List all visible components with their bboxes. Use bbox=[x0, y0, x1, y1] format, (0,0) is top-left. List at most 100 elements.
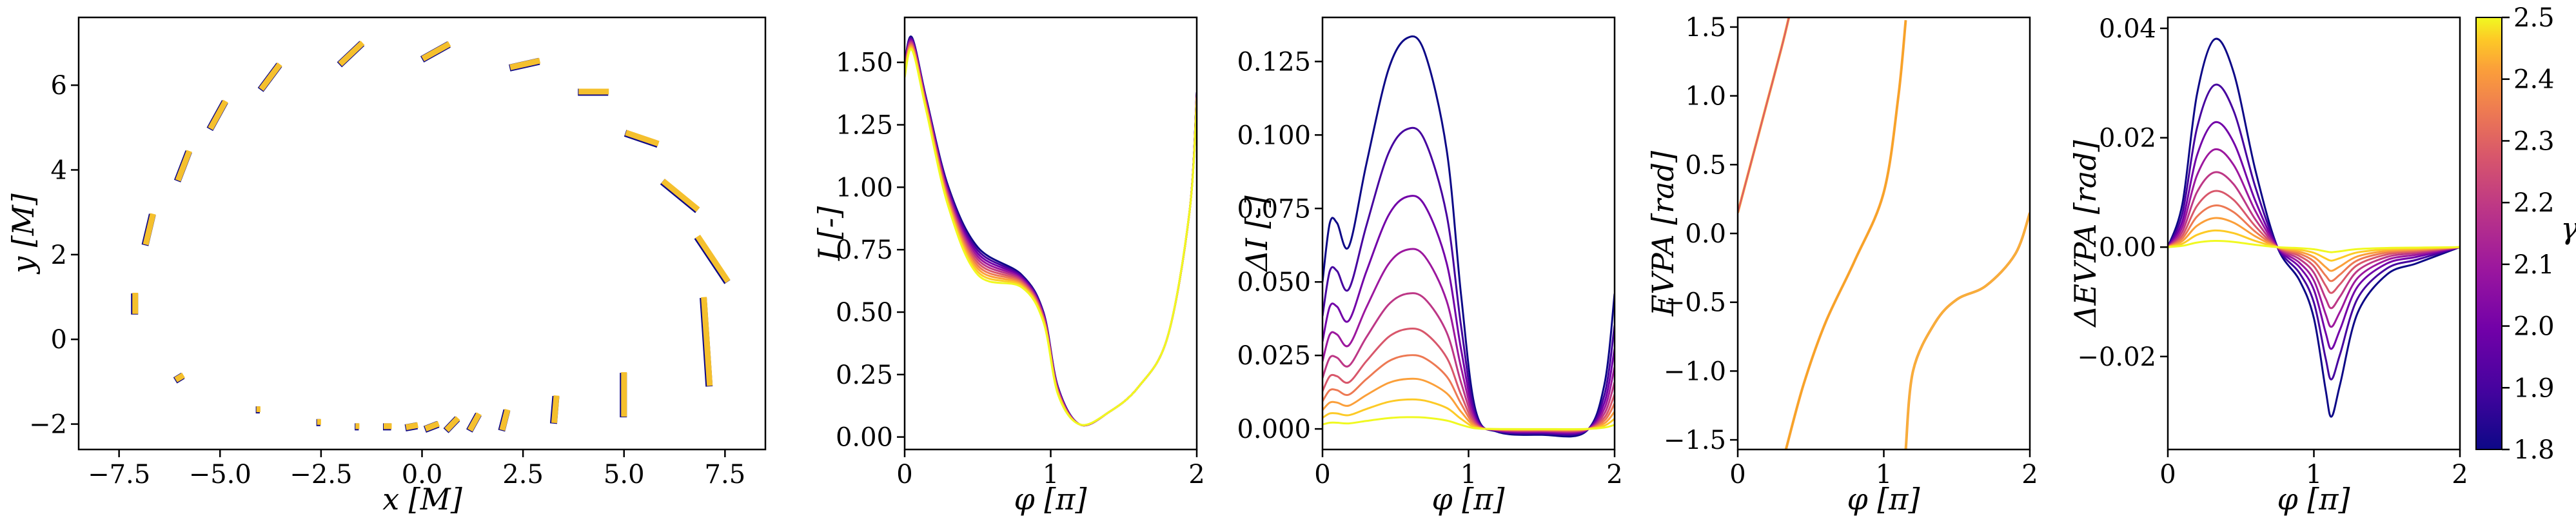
panel-c-ytick-label: 0.025 bbox=[1237, 341, 1311, 371]
panel-b-ytick-label: 1.50 bbox=[836, 48, 893, 78]
colorbar-tick-label: 2.2 bbox=[2513, 188, 2555, 218]
panel-a-xtick-label: −2.5 bbox=[290, 460, 352, 489]
intensity-curve bbox=[905, 35, 1197, 427]
panel-e-ytick-label: 0.04 bbox=[2099, 14, 2156, 44]
panel-d: φ [π] EVPA [rad] 0 1 2 −1.5 −1.0 −0.5 0.0 0.5 1.… bbox=[1646, 13, 2038, 517]
evpa-branch-curve-highlight bbox=[1905, 212, 2030, 449]
colorbar: 1.8 1.9 2.0 2.1 2.2 2.3 2.4 2.5 γ bbox=[2475, 3, 2576, 465]
panel-a-ytick-label: 6 bbox=[51, 71, 67, 101]
polarization-segment bbox=[208, 99, 228, 130]
delta-intensity-curve bbox=[1322, 35, 1615, 438]
panel-a-ylabel: y [M] bbox=[6, 193, 41, 275]
polarization-segment bbox=[467, 412, 482, 432]
panel-e-xlabel: φ [π] bbox=[2277, 482, 2350, 517]
colorbar-tick-label: 1.8 bbox=[2513, 435, 2555, 465]
delta-evpa-curve bbox=[2168, 83, 2460, 380]
delta-intensity-curve bbox=[1322, 416, 1615, 430]
panel-a-xtick-label: 7.5 bbox=[705, 460, 746, 489]
panel-c: φ [π] ΔI [-] 0 1 2 0.000 0.025 0.050 0.075 0.10… bbox=[1237, 16, 1623, 517]
panel-b-xlabel: φ [π] bbox=[1014, 482, 1087, 517]
panel-d-ytick-label: −1.5 bbox=[1664, 426, 1726, 455]
polarization-segment bbox=[661, 179, 700, 212]
delta-evpa-curve bbox=[2168, 121, 2460, 350]
panel-c-ytick-label: 0.075 bbox=[1237, 194, 1311, 224]
panel-e-xtick-label: 2 bbox=[2452, 460, 2468, 489]
panel-c-xtick-label: 2 bbox=[1606, 460, 1622, 489]
panel-b-frame bbox=[903, 16, 1198, 451]
colorbar-tick-label: 2.1 bbox=[2513, 250, 2555, 280]
panel-b-xtick-label: 2 bbox=[1188, 460, 1204, 489]
panel-c-xtick-label: 0 bbox=[1314, 460, 1330, 489]
panel-a-ytick-label: −2 bbox=[29, 410, 67, 440]
panel-d-ylabel: EVPA [rad] bbox=[1646, 151, 1680, 317]
panel-e-ylabel: ΔEVPA [rad] bbox=[2068, 140, 2103, 328]
polarization-segment bbox=[695, 234, 731, 283]
panel-c-xlabel: φ [π] bbox=[1432, 482, 1505, 517]
delta-evpa-curve bbox=[2168, 171, 2460, 310]
colorbar-tick-label: 2.5 bbox=[2513, 3, 2555, 33]
panel-c-ytick-label: 0.000 bbox=[1237, 415, 1311, 444]
panel-a-plot bbox=[131, 41, 731, 433]
panel-e-xtick-label: 1 bbox=[2306, 460, 2322, 489]
panel-e-ytick-label: 0.02 bbox=[2099, 124, 2156, 153]
polarization-segment bbox=[701, 297, 713, 386]
delta-evpa-curve bbox=[2168, 190, 2460, 294]
panel-e: φ [π] ΔEVPA [rad] 0 1 2 −0.02 0.00 0.02 0.04 bbox=[2068, 14, 2468, 517]
panel-e-ytick-label: 0.00 bbox=[2099, 233, 2156, 262]
panel-b-ylabel: I [-] bbox=[812, 206, 847, 261]
polarization-segment bbox=[444, 416, 460, 432]
polarization-segment bbox=[405, 422, 418, 431]
delta-evpa-curve bbox=[2168, 37, 2460, 418]
delta-evpa-curve bbox=[2168, 229, 2460, 262]
panel-d-xtick-label: 1 bbox=[1876, 460, 1892, 489]
panel-a: x [M] y [M] −7.5 −5.0 −2.5 0.0 2.5 5.0 7.5 −2 0 2… bbox=[6, 16, 767, 517]
polarization-segment bbox=[499, 409, 511, 431]
panel-b-ytick-label: 0.50 bbox=[836, 298, 893, 328]
panel-a-frame bbox=[77, 16, 767, 451]
panel-d-ytick-label: −0.5 bbox=[1664, 288, 1726, 318]
delta-evpa-curve bbox=[2168, 148, 2460, 328]
panel-b-ytick-label: 0.25 bbox=[836, 360, 893, 390]
panel-d-xlabel: φ [π] bbox=[1847, 482, 1920, 517]
panel-a-xtick-label: 0.0 bbox=[402, 460, 443, 489]
panel-d-xtick-label: 2 bbox=[2021, 460, 2038, 489]
intensity-curve bbox=[905, 48, 1197, 426]
polarization-segment bbox=[509, 57, 541, 70]
delta-intensity-curve bbox=[1322, 126, 1615, 436]
panel-b: φ [π] I [-] 0 1 2 0.00 0.25 0.50 0.75 1.00 1.25 1… bbox=[812, 16, 1205, 517]
colorbar-label: γ bbox=[2561, 211, 2576, 246]
panel-e-frame bbox=[2167, 16, 2461, 451]
panel-c-ytick-label: 0.125 bbox=[1237, 47, 1311, 77]
polarization-segment bbox=[259, 62, 282, 92]
delta-evpa-curve bbox=[2168, 217, 2460, 272]
panel-c-plot bbox=[1322, 35, 1615, 438]
panel-e-ytick-label: −0.02 bbox=[2077, 342, 2156, 372]
panel-d-frame bbox=[1736, 16, 2031, 451]
polarization-segment bbox=[424, 420, 440, 432]
colorbar-ticks: 1.8 1.9 2.0 2.1 2.2 2.3 2.4 2.5 bbox=[2502, 3, 2555, 465]
panel-d-ytick-label: 0.0 bbox=[1685, 219, 1726, 249]
panel-e-plot bbox=[2168, 37, 2460, 418]
panel-d-ytick-label: 1.5 bbox=[1685, 13, 1726, 43]
evpa-branch-curve-highlight bbox=[1738, 17, 1790, 213]
panel-b-plot bbox=[905, 35, 1197, 427]
panel-b-ytick-label: 1.00 bbox=[836, 173, 893, 202]
colorbar-tick-label: 2.4 bbox=[2513, 65, 2555, 95]
panel-d-ytick-label: 0.5 bbox=[1685, 150, 1726, 180]
panel-e-xtick-label: 0 bbox=[2159, 460, 2176, 489]
panel-a-xtick-label: 2.5 bbox=[502, 460, 544, 489]
panel-d-ytick-label: 1.0 bbox=[1685, 82, 1726, 112]
polarization-segment bbox=[421, 41, 451, 62]
panel-c-ytick-label: 0.100 bbox=[1237, 121, 1311, 150]
panel-b-xtick-label: 0 bbox=[896, 460, 912, 489]
panel-c-xtick-label: 1 bbox=[1460, 460, 1477, 489]
delta-evpa-curve bbox=[2168, 239, 2460, 253]
polarization-segment bbox=[143, 213, 156, 246]
panel-d-ytick-label: −1.0 bbox=[1664, 357, 1726, 386]
panel-d-xtick-label: 0 bbox=[1729, 460, 1745, 489]
panel-b-ytick-label: 0.75 bbox=[836, 235, 893, 265]
evpa-branch-curve-highlight bbox=[1785, 20, 1907, 449]
polarization-segment bbox=[175, 150, 192, 182]
panel-b-ytick-label: 1.25 bbox=[836, 111, 893, 141]
